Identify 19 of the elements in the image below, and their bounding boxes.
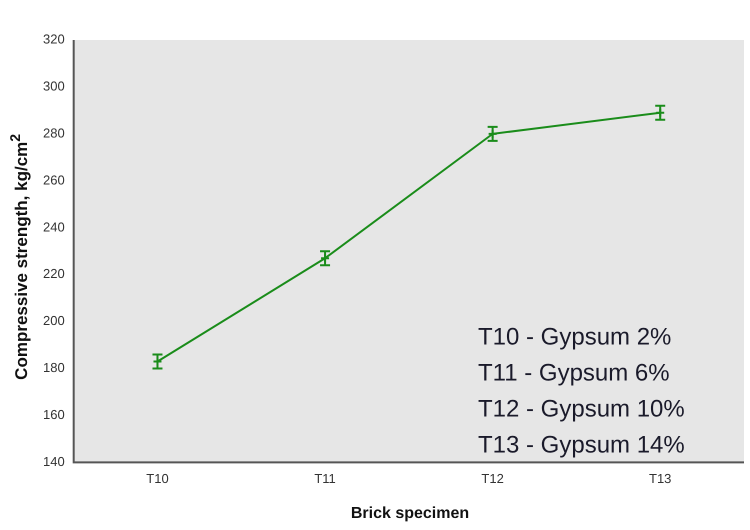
y-tick-label: 240: [42, 219, 65, 234]
annotation: T12 - Gypsum 10%: [478, 395, 685, 422]
y-tick-label: 320: [42, 32, 65, 47]
y-tick-label: 160: [42, 407, 65, 422]
y-tick-label: 220: [42, 266, 65, 282]
x-axis-title: Brick specimen: [350, 505, 470, 523]
y-tick-label: 180: [42, 360, 65, 376]
annotation: T10 - Gypsum 2%: [478, 323, 672, 350]
x-tick-label: T11: [314, 470, 336, 486]
y-tick-label: 140: [42, 454, 65, 469]
x-tick-label: T13: [649, 470, 672, 486]
y-tick-label: 200: [42, 313, 65, 328]
annotation: T11 - Gypsum 6%: [478, 359, 670, 386]
x-tick-label: T10: [146, 470, 169, 486]
y-tick-label: 280: [42, 125, 65, 140]
annotation: T13 - Gypsum 14%: [478, 431, 685, 458]
y-tick-label: 300: [42, 78, 65, 94]
x-tick-label: T12: [481, 470, 504, 486]
y-tick-label: 260: [42, 172, 65, 188]
